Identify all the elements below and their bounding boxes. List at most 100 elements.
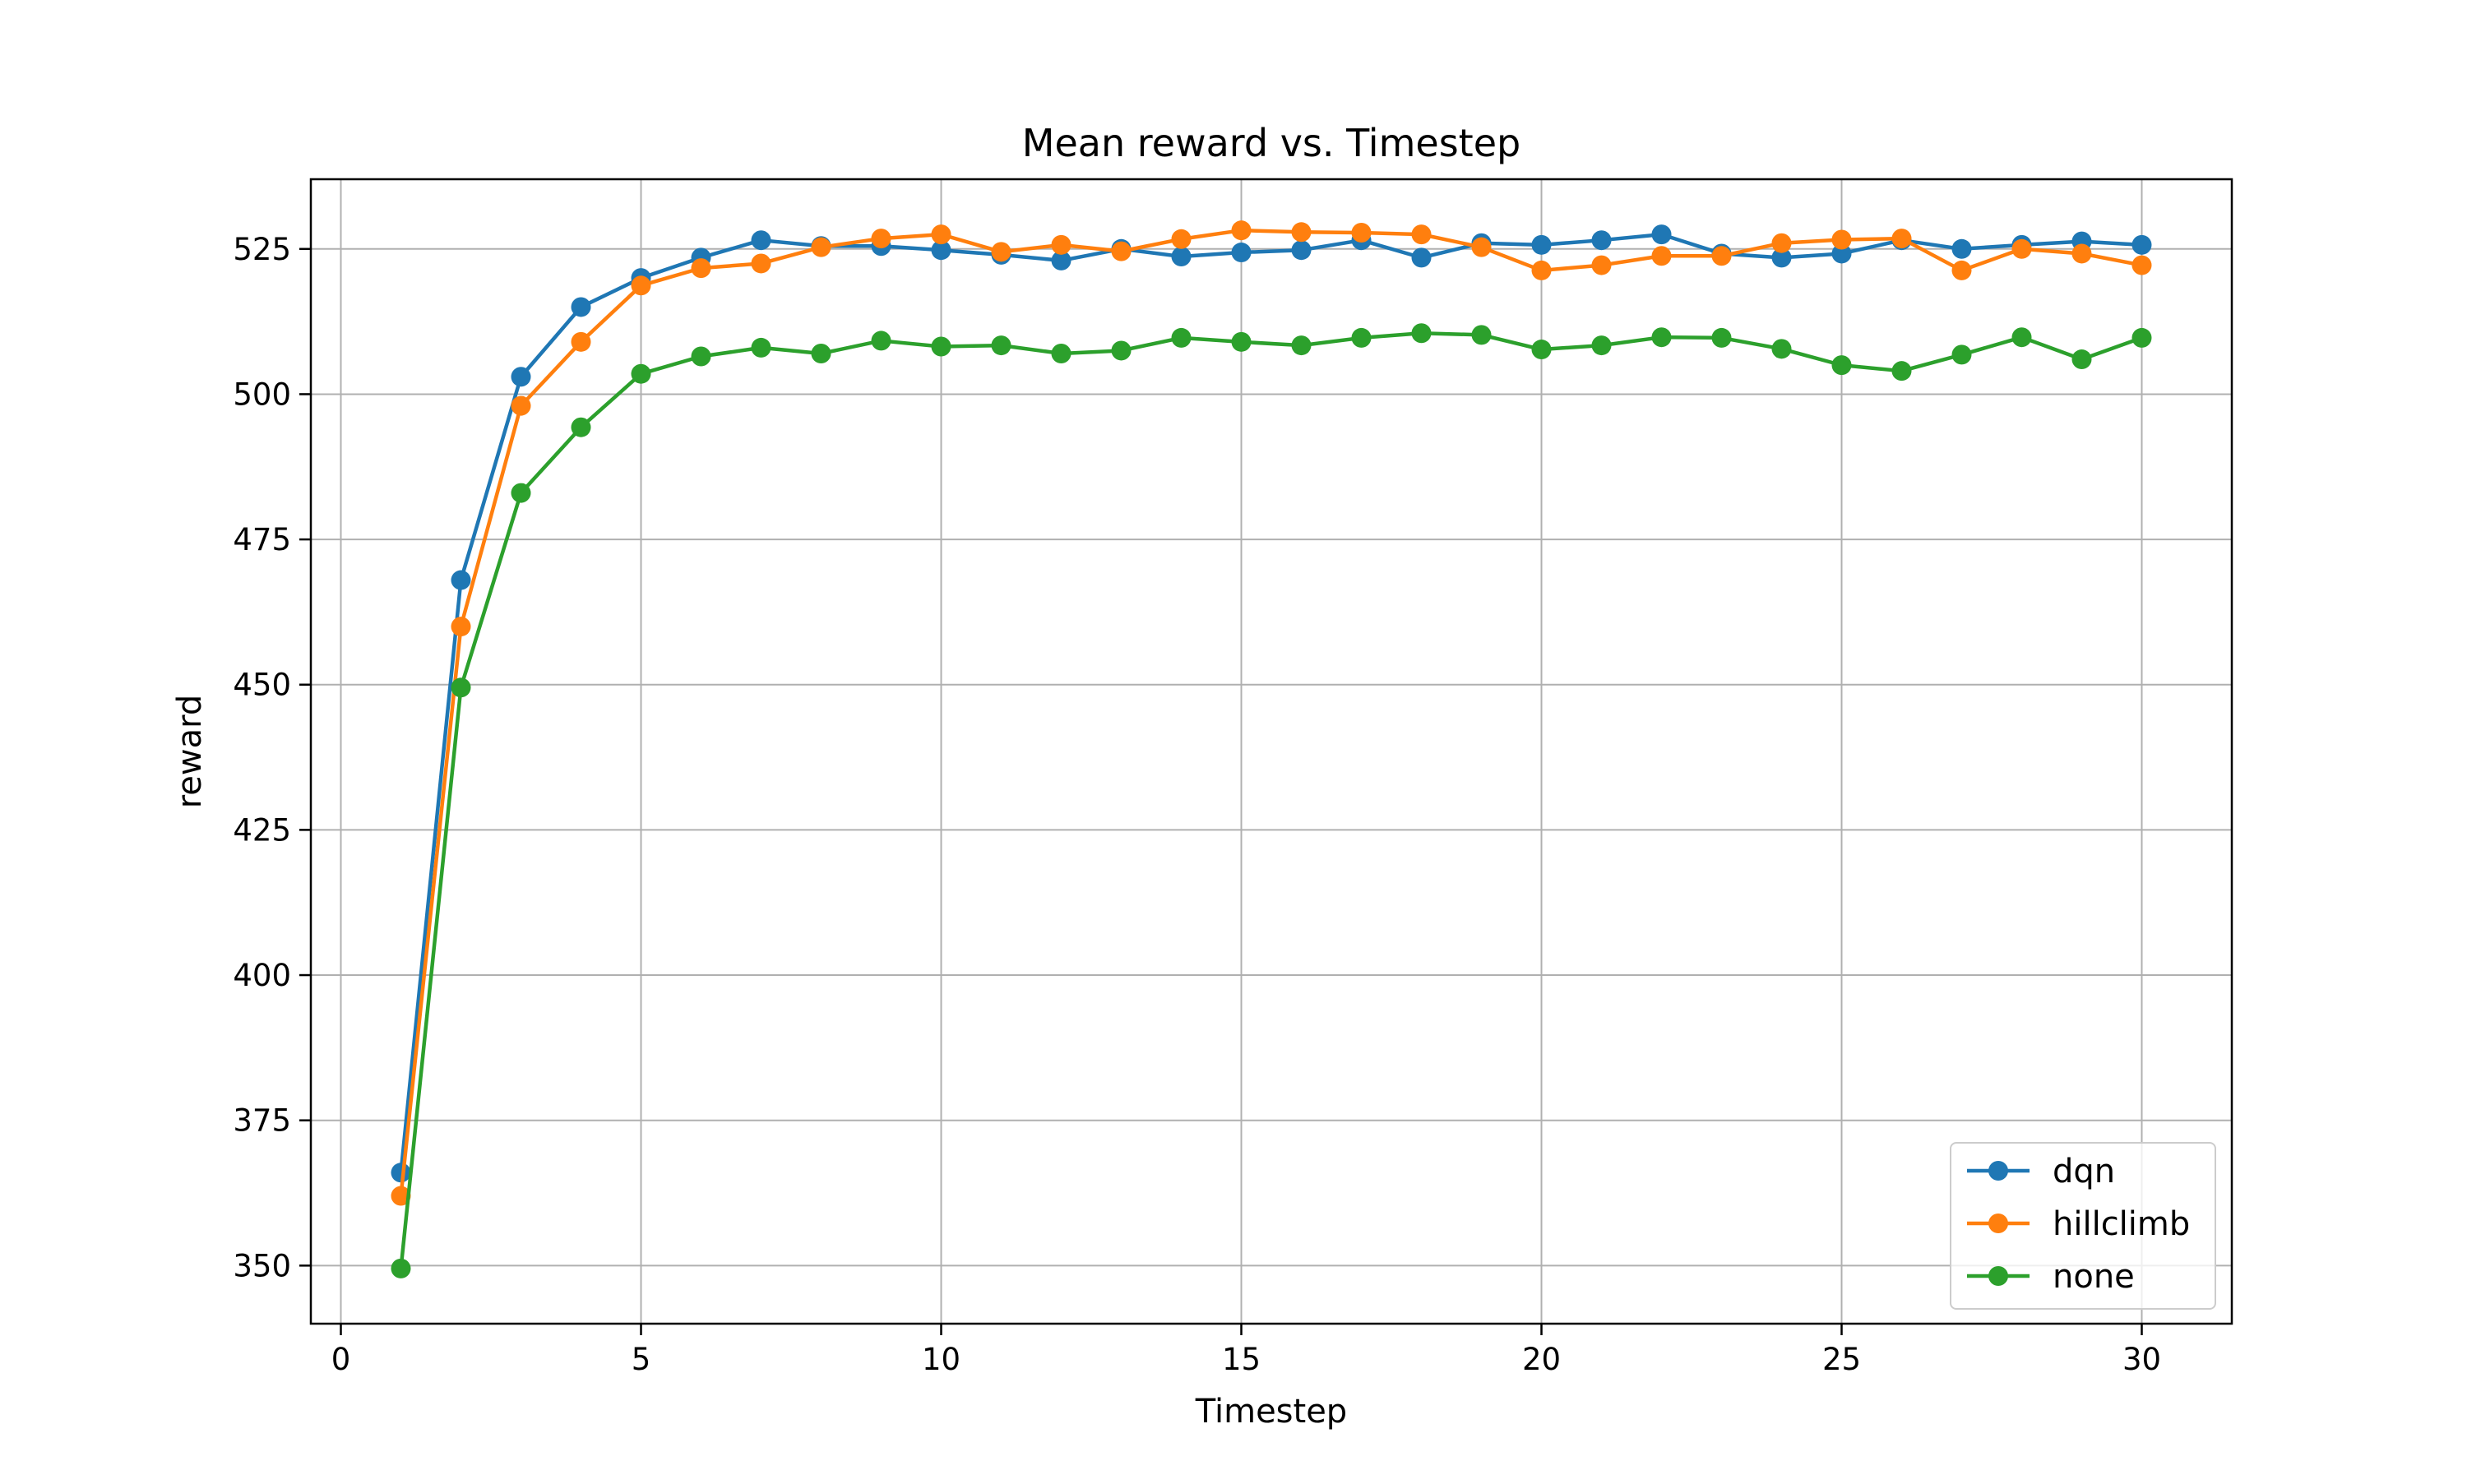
data-point-hillclimb bbox=[1711, 246, 1732, 266]
data-point-none bbox=[751, 337, 771, 358]
legend-marker-hillclimb bbox=[1988, 1214, 2008, 1233]
series-line-none bbox=[399, 331, 2143, 1269]
x-axis-label: Timestep bbox=[1195, 1393, 1347, 1431]
data-point-hillclimb bbox=[1651, 246, 1672, 266]
data-point-hillclimb bbox=[2131, 255, 2152, 275]
legend-label-dqn: dqn bbox=[2053, 1153, 2115, 1190]
data-point-dqn bbox=[1291, 240, 1312, 261]
data-point-hillclimb bbox=[1111, 241, 1132, 261]
y-tick-label: 400 bbox=[233, 958, 291, 993]
legend-box bbox=[1950, 1142, 2216, 1310]
data-point-hillclimb bbox=[991, 242, 1011, 262]
series-line-hillclimb bbox=[399, 228, 2142, 1196]
data-point-none bbox=[1411, 323, 1432, 344]
data-point-hillclimb bbox=[1351, 223, 1372, 243]
data-point-hillclimb bbox=[391, 1186, 411, 1206]
x-tick-label: 5 bbox=[632, 1342, 651, 1377]
plot-frame bbox=[309, 178, 2233, 1325]
data-point-dqn bbox=[751, 230, 771, 251]
data-point-hillclimb bbox=[931, 224, 951, 245]
y-tick-label: 450 bbox=[233, 668, 291, 703]
data-point-none bbox=[571, 417, 591, 437]
data-point-hillclimb bbox=[1051, 234, 1072, 255]
data-point-hillclimb bbox=[451, 617, 471, 637]
data-point-none bbox=[1051, 343, 1072, 363]
data-point-none bbox=[1291, 335, 1312, 356]
data-point-hillclimb bbox=[511, 395, 531, 416]
data-point-hillclimb bbox=[1771, 233, 1792, 253]
data-point-hillclimb bbox=[1231, 220, 1252, 241]
data-point-dqn bbox=[1591, 230, 1612, 251]
legend-marker-none bbox=[1988, 1266, 2008, 1286]
data-point-hillclimb bbox=[1291, 222, 1312, 243]
data-point-hillclimb bbox=[2011, 238, 2032, 259]
data-point-dqn bbox=[1831, 243, 1852, 264]
x-tick-label: 10 bbox=[922, 1342, 960, 1377]
y-axis-label: reward bbox=[171, 695, 209, 809]
data-point-dqn bbox=[451, 570, 471, 590]
y-tick-label: 375 bbox=[233, 1103, 291, 1139]
data-point-none bbox=[991, 335, 1011, 356]
data-point-none bbox=[1231, 331, 1252, 352]
data-point-none bbox=[1351, 327, 1372, 348]
data-point-dqn bbox=[1051, 250, 1072, 270]
data-point-hillclimb bbox=[1891, 229, 1912, 249]
data-point-none bbox=[451, 677, 471, 698]
data-point-none bbox=[691, 346, 711, 367]
data-point-none bbox=[1591, 335, 1612, 356]
data-point-none bbox=[2131, 327, 2152, 348]
data-point-dqn bbox=[1231, 243, 1252, 263]
y-tick-label: 475 bbox=[233, 522, 291, 557]
data-point-none bbox=[1831, 355, 1852, 376]
data-point-none bbox=[1771, 339, 1792, 359]
series-line-dqn bbox=[399, 232, 2142, 1173]
data-point-none bbox=[1171, 327, 1192, 348]
data-point-hillclimb bbox=[751, 253, 771, 274]
x-tick-label: 25 bbox=[1822, 1342, 1861, 1377]
chart-title: Mean reward vs. Timestep bbox=[1022, 121, 1520, 165]
data-point-none bbox=[1891, 361, 1912, 381]
x-tick-label: 15 bbox=[1222, 1342, 1261, 1377]
data-point-none bbox=[1531, 340, 1552, 360]
data-point-dqn bbox=[1171, 246, 1192, 266]
legend: dqn hillclimb none bbox=[1950, 1142, 2216, 1310]
data-point-none bbox=[2011, 327, 2032, 348]
x-tick-label: 20 bbox=[1522, 1342, 1561, 1377]
data-point-dqn bbox=[511, 367, 531, 387]
data-point-none bbox=[1711, 327, 1732, 348]
data-point-none bbox=[811, 343, 831, 363]
x-tick-label: 0 bbox=[331, 1342, 351, 1377]
data-point-hillclimb bbox=[631, 275, 651, 296]
data-point-none bbox=[2071, 349, 2092, 370]
data-point-hillclimb bbox=[1531, 260, 1552, 280]
data-point-none bbox=[1951, 344, 1972, 365]
data-point-dqn bbox=[1651, 224, 1672, 245]
data-point-dqn bbox=[1411, 247, 1432, 268]
data-point-none bbox=[391, 1258, 411, 1278]
data-point-hillclimb bbox=[1471, 237, 1492, 257]
data-point-dqn bbox=[571, 297, 591, 317]
data-point-dqn bbox=[391, 1163, 411, 1183]
data-point-dqn bbox=[2131, 234, 2152, 255]
y-tick-label: 525 bbox=[233, 232, 291, 267]
data-point-none bbox=[631, 363, 651, 384]
data-point-hillclimb bbox=[1951, 260, 1972, 280]
data-point-hillclimb bbox=[811, 237, 831, 257]
data-point-hillclimb bbox=[1411, 224, 1432, 245]
data-point-none bbox=[1651, 327, 1672, 348]
data-point-none bbox=[931, 336, 951, 357]
data-point-hillclimb bbox=[2071, 243, 2092, 264]
x-tick-label: 30 bbox=[2122, 1342, 2161, 1377]
y-tick-label: 425 bbox=[233, 812, 291, 848]
legend-marker-dqn bbox=[1988, 1161, 2008, 1181]
y-tick-label: 350 bbox=[233, 1248, 291, 1283]
data-point-none bbox=[1471, 325, 1492, 345]
data-point-hillclimb bbox=[1171, 229, 1192, 249]
data-point-dqn bbox=[1951, 238, 1972, 259]
data-point-none bbox=[511, 483, 531, 503]
data-point-hillclimb bbox=[691, 258, 711, 279]
data-point-dqn bbox=[931, 240, 951, 261]
data-point-none bbox=[1111, 340, 1132, 361]
